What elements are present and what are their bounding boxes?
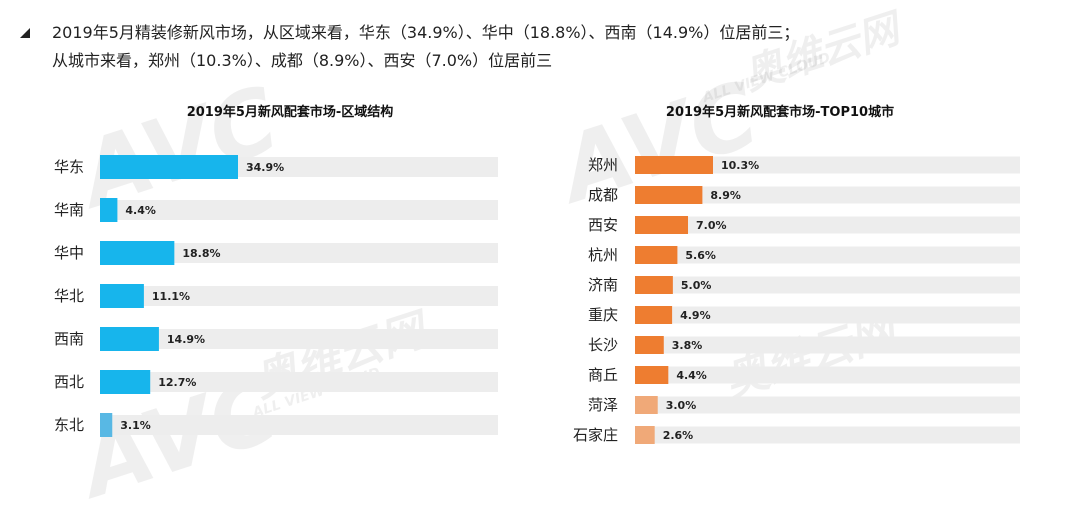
city-track-3: [635, 246, 1020, 264]
city-bar-0: [635, 156, 713, 174]
city-category-label-1: 成都: [588, 186, 618, 204]
city-bar-9: [635, 426, 655, 444]
region-bar-2: [100, 241, 175, 265]
region-category-label-3: 华北: [54, 287, 84, 305]
city-bar-3: [635, 246, 678, 264]
region-track-2: [100, 243, 498, 263]
city-value-label-2: 7.0%: [696, 219, 727, 232]
city-track-2: [635, 216, 1020, 234]
city-track-5: [635, 306, 1020, 324]
summary-line-2: 从城市来看，郑州（10.3%）、成都（8.9%）、西安（7.0%）位居前三: [52, 51, 553, 70]
city-track-9: [635, 426, 1020, 444]
region-track-4: [100, 329, 498, 349]
city-value-label-9: 2.6%: [663, 429, 694, 442]
region-value-label-3: 11.1%: [152, 290, 190, 303]
summary-line-1: 2019年5月精装修新风市场，从区域来看，华东（34.9%）、华中（18.8%）…: [52, 23, 800, 42]
city-category-label-4: 济南: [588, 276, 618, 294]
region-bar-4: [100, 327, 159, 351]
region-track-5: [100, 372, 498, 392]
city-category-label-7: 商丘: [588, 366, 618, 384]
city-category-label-3: 杭州: [588, 246, 618, 264]
city-track-8: [635, 396, 1020, 414]
city-track-4: [635, 276, 1020, 294]
region-category-label-2: 华中: [54, 244, 84, 262]
region-category-label-4: 西南: [54, 330, 84, 348]
charts-canvas: 华东 34.9% 华南 4.4% 华中 18.8% 华北 11.1% 西南 14.9% 西北 12.7…: [54, 155, 1020, 444]
city-bar-6: [635, 336, 664, 354]
city-track-0: [635, 156, 1020, 174]
region-value-label-0: 34.9%: [246, 161, 284, 174]
region-category-label-5: 西北: [54, 373, 84, 391]
city-track-7: [635, 366, 1020, 384]
region-bar-1: [100, 198, 118, 222]
bullet-triangle-icon: [20, 28, 30, 38]
region-track-6: [100, 415, 498, 435]
region-value-label-2: 18.8%: [182, 247, 220, 260]
region-category-label-0: 华东: [54, 158, 84, 176]
city-value-label-5: 4.9%: [680, 309, 711, 322]
region-track-1: [100, 200, 498, 220]
region-value-label-5: 12.7%: [158, 376, 196, 389]
city-value-label-6: 3.8%: [672, 339, 703, 352]
right-chart-title: 2019年5月新风配套市场-TOP10城市: [665, 105, 895, 120]
city-bar-4: [635, 276, 673, 294]
city-value-label-7: 4.4%: [676, 369, 707, 382]
region-category-label-1: 华南: [54, 201, 84, 219]
city-category-label-5: 重庆: [588, 306, 618, 324]
city-category-label-9: 石家庄: [573, 426, 618, 444]
city-value-label-4: 5.0%: [681, 279, 712, 292]
city-bar-8: [635, 396, 658, 414]
city-value-label-8: 3.0%: [666, 399, 697, 412]
region-bar-5: [100, 370, 151, 394]
region-bar-3: [100, 284, 144, 308]
city-bar-5: [635, 306, 673, 324]
region-category-label-6: 东北: [54, 416, 84, 434]
city-track-1: [635, 186, 1020, 204]
city-category-label-8: 菏泽: [588, 396, 618, 414]
city-category-label-0: 郑州: [588, 156, 618, 174]
city-bar-7: [635, 366, 669, 384]
region-bar-0: [100, 155, 238, 179]
city-track-6: [635, 336, 1020, 354]
region-value-label-1: 4.4%: [125, 204, 156, 217]
left-chart-title: 2019年5月新风配套市场-区域结构: [186, 105, 394, 120]
region-value-label-6: 3.1%: [120, 419, 151, 432]
city-category-label-2: 西安: [588, 216, 618, 234]
region-value-label-4: 14.9%: [167, 333, 205, 346]
city-bar-2: [635, 216, 689, 234]
region-track-3: [100, 286, 498, 306]
region-bar-6: [100, 413, 113, 437]
city-value-label-3: 5.6%: [685, 249, 716, 262]
city-value-label-0: 10.3%: [721, 159, 759, 172]
city-value-label-1: 8.9%: [710, 189, 741, 202]
city-bar-1: [635, 186, 703, 204]
city-category-label-6: 长沙: [588, 336, 618, 354]
